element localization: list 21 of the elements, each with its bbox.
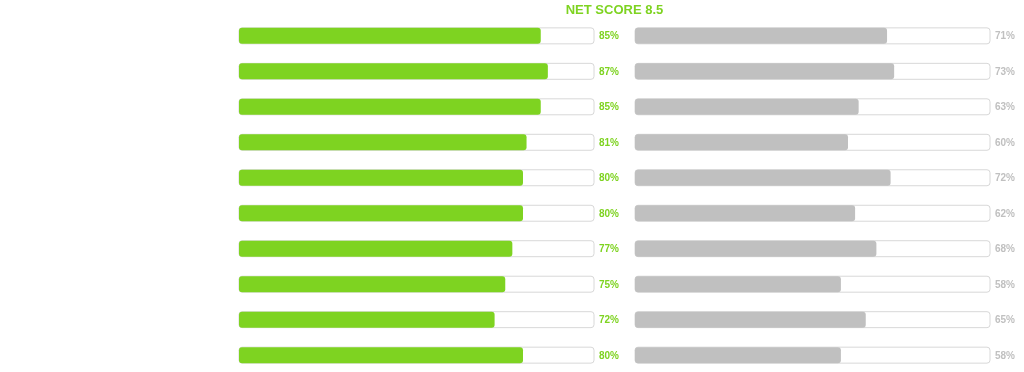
data-label: 85% (599, 101, 620, 113)
data-label: 58% (995, 278, 1016, 290)
data-label: 72% (995, 172, 1016, 184)
data-label: 80% (599, 349, 620, 361)
data-label: 73% (995, 65, 1016, 77)
data-label: 71% (995, 30, 1016, 42)
data-label: 85% (599, 30, 620, 42)
chart-title: NET SCORE 8.5 (565, 2, 664, 17)
data-label: 77% (599, 243, 620, 255)
data-label: 63% (995, 101, 1016, 113)
data-label: 87% (599, 65, 620, 77)
data-label: 65% (995, 314, 1016, 326)
data-label: 80% (599, 172, 620, 184)
data-label: 62% (995, 207, 1016, 219)
data-label: 80% (599, 207, 620, 219)
data-label: 68% (995, 243, 1016, 255)
data-label: 81% (599, 136, 620, 148)
data-label: 58% (995, 349, 1016, 361)
data-label: 75% (599, 278, 620, 290)
data-label: 60% (995, 136, 1016, 148)
data-label: 72% (599, 314, 620, 326)
